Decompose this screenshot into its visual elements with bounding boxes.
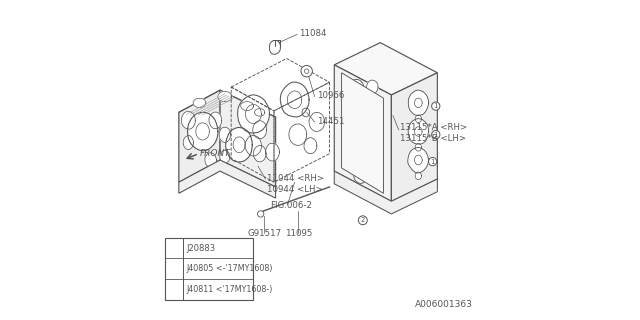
Polygon shape [369,125,380,139]
Polygon shape [349,147,365,168]
Polygon shape [179,160,276,198]
Polygon shape [342,73,383,193]
Polygon shape [220,150,230,163]
Text: 2: 2 [360,217,365,223]
Polygon shape [253,121,267,139]
Text: 1: 1 [433,132,438,138]
Text: 1: 1 [172,244,176,252]
Polygon shape [408,90,429,116]
Polygon shape [237,95,269,133]
Polygon shape [266,143,280,161]
Text: 10944 <LH>: 10944 <LH> [268,185,323,194]
Text: 14451: 14451 [317,117,344,126]
Polygon shape [188,112,218,151]
Polygon shape [205,153,216,167]
Polygon shape [280,82,309,117]
Polygon shape [334,65,392,201]
Circle shape [170,275,178,284]
Text: G91517: G91517 [247,229,281,238]
Text: 10966: 10966 [317,91,344,100]
Circle shape [301,66,312,77]
Text: J40805 <-'17MY1608): J40805 <-'17MY1608) [187,264,273,273]
Polygon shape [219,127,230,142]
Circle shape [431,131,440,139]
Polygon shape [209,112,221,129]
Polygon shape [415,98,422,108]
Text: 11095: 11095 [285,229,312,238]
Text: 11084: 11084 [300,29,327,38]
Text: 1: 1 [430,159,435,164]
Polygon shape [253,145,266,162]
Polygon shape [415,115,422,123]
Text: J40811 <'17MY1608-): J40811 <'17MY1608-) [187,285,273,294]
Polygon shape [392,73,437,201]
Text: 2: 2 [172,275,176,284]
Text: 13115*B <LH>: 13115*B <LH> [400,134,466,143]
Bar [164,238,253,300]
Text: J20883: J20883 [187,244,216,252]
Circle shape [305,69,309,73]
Polygon shape [220,90,276,187]
Polygon shape [334,171,437,214]
Polygon shape [179,90,220,182]
Polygon shape [233,137,245,153]
Polygon shape [226,127,252,162]
Polygon shape [369,103,379,116]
Text: 13115*A <RH>: 13115*A <RH> [400,123,467,132]
Polygon shape [408,148,429,173]
Polygon shape [415,127,422,136]
Polygon shape [415,155,422,165]
Polygon shape [354,165,368,183]
Text: A006001363: A006001363 [415,300,473,309]
Polygon shape [309,112,324,132]
Polygon shape [334,43,437,95]
Polygon shape [255,108,265,116]
Polygon shape [289,124,307,145]
Polygon shape [415,143,422,151]
Polygon shape [349,79,364,101]
Polygon shape [241,101,253,110]
Polygon shape [179,90,276,140]
Polygon shape [355,100,372,124]
Polygon shape [302,108,310,117]
Circle shape [257,211,264,217]
Circle shape [429,157,436,166]
Polygon shape [196,123,209,140]
Polygon shape [415,172,422,180]
Polygon shape [408,118,429,144]
Polygon shape [355,124,372,147]
Polygon shape [246,105,262,124]
Polygon shape [245,136,262,156]
Polygon shape [181,111,195,129]
Polygon shape [183,136,193,150]
Polygon shape [367,80,378,94]
Polygon shape [218,92,232,102]
Polygon shape [193,98,206,108]
Text: FRONT: FRONT [200,148,231,157]
Polygon shape [304,138,317,154]
Polygon shape [287,91,301,108]
Text: FIG.006-2: FIG.006-2 [270,201,312,210]
Text: 1: 1 [433,103,438,109]
Polygon shape [269,40,280,54]
Circle shape [170,244,178,252]
Text: 11044 <RH>: 11044 <RH> [268,174,324,183]
Circle shape [358,216,367,225]
Circle shape [431,102,440,110]
